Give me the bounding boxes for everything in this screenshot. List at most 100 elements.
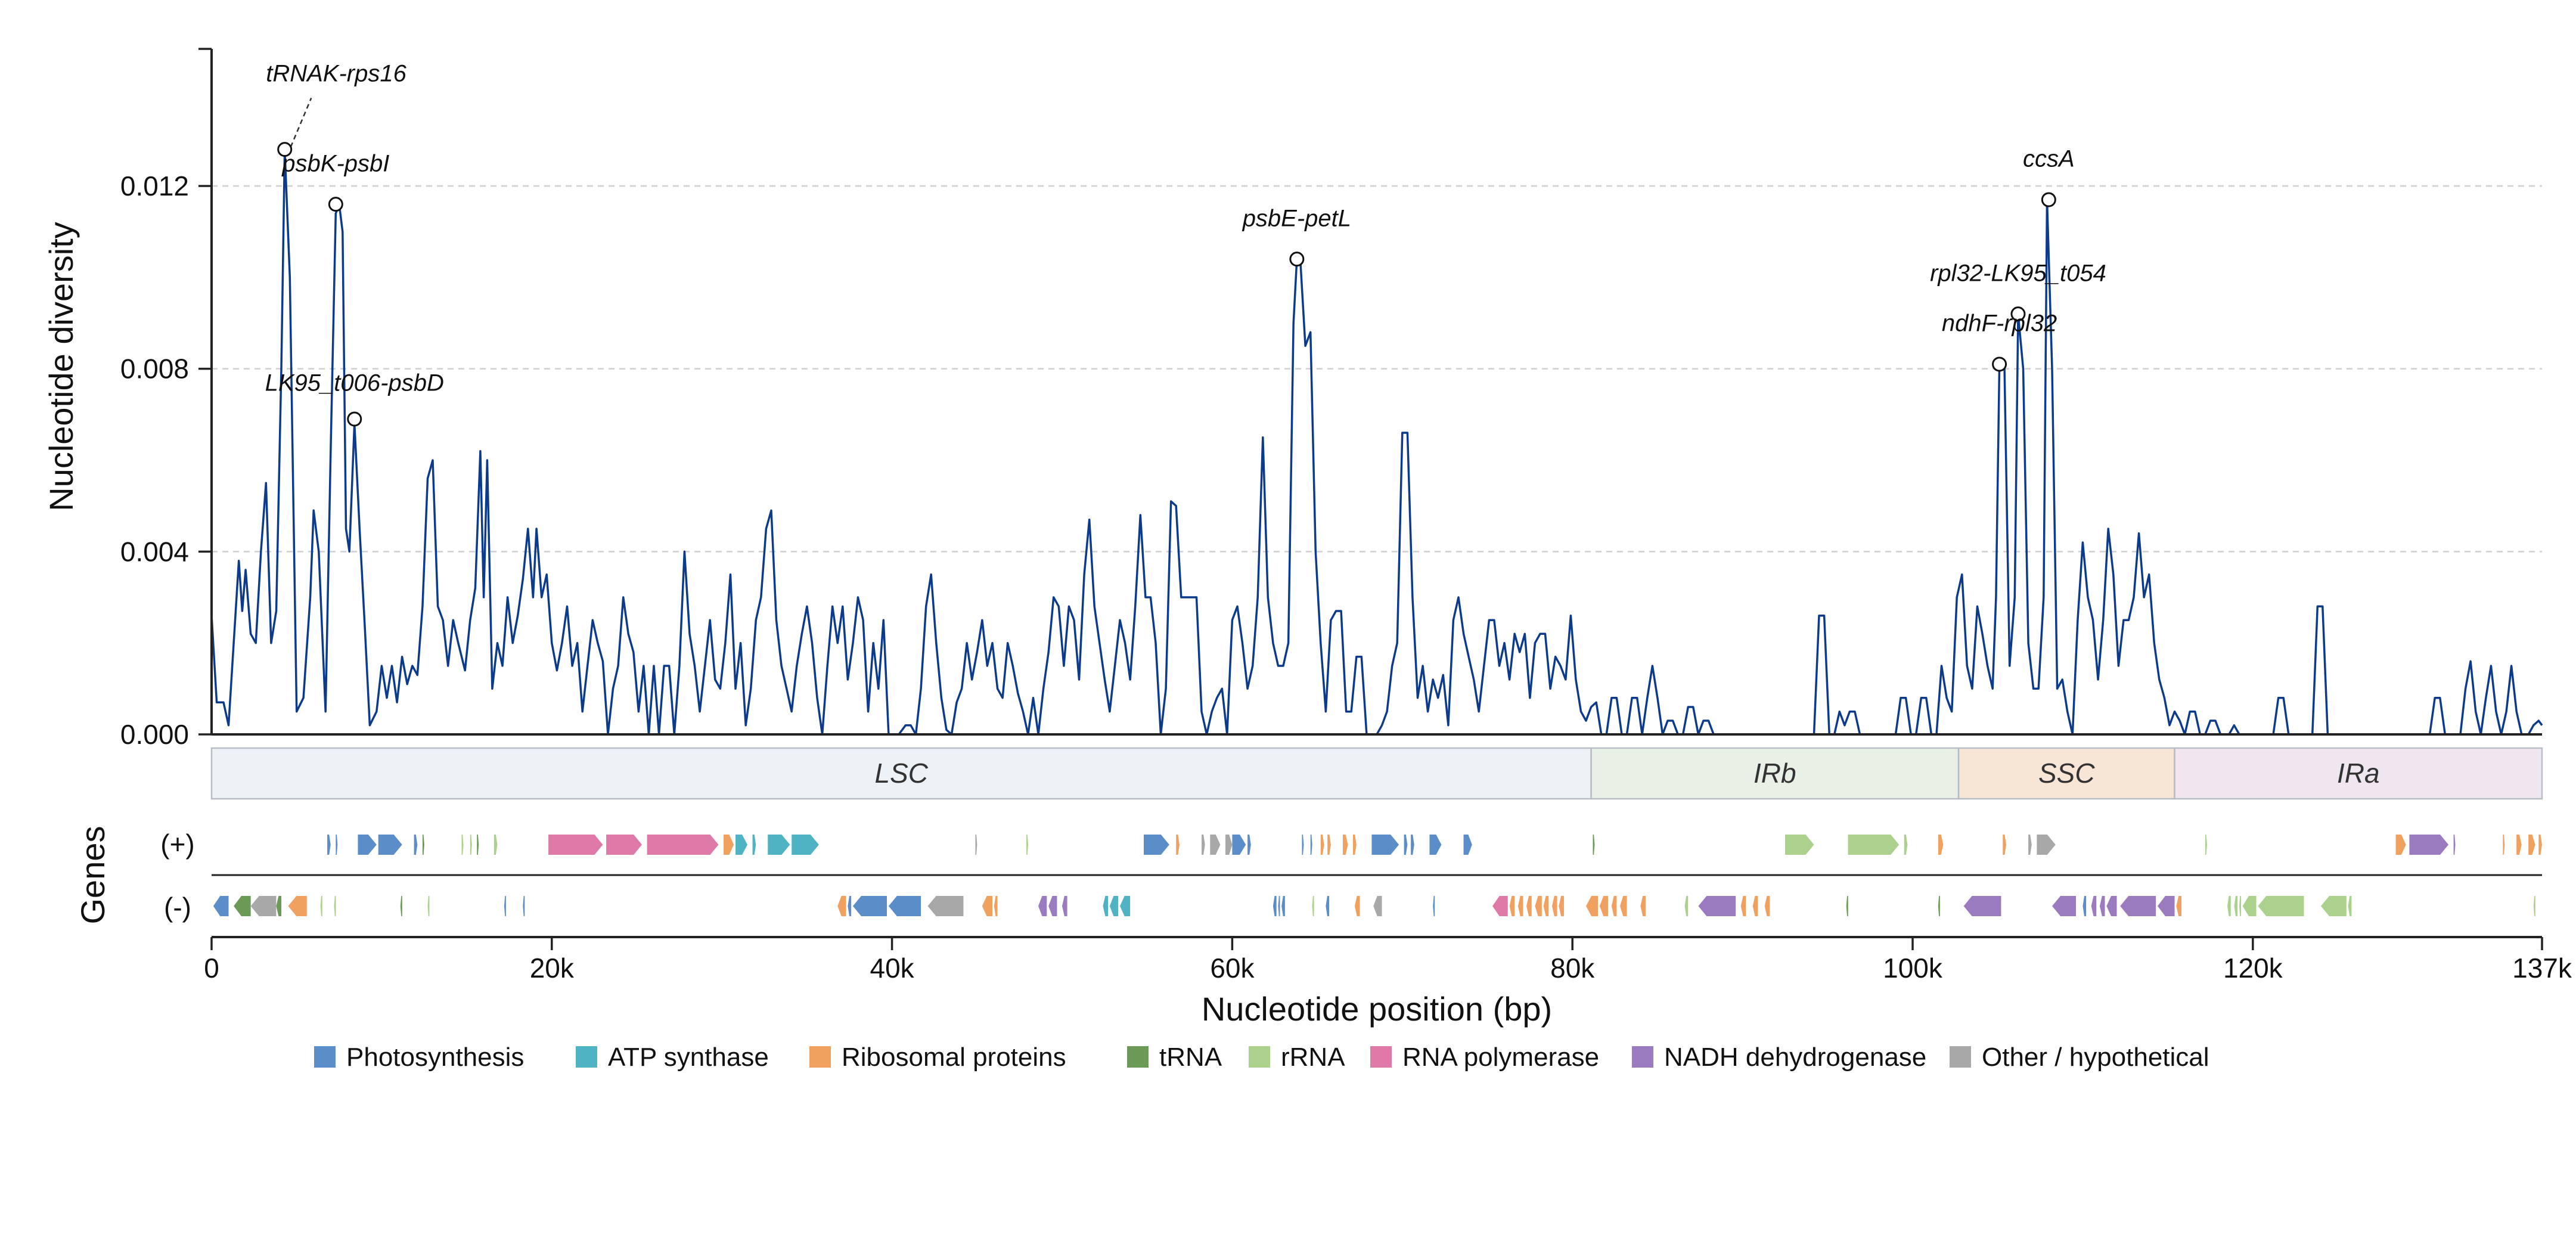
gene-block-rrna [2239,896,2241,916]
gene-block-rrna [461,835,464,855]
peak-label: ccsA [2023,146,2075,172]
gene-block-photo [1281,896,1285,916]
gene-block-ribo [1176,835,1180,855]
peak-label: tRNAK-rps16 [266,60,406,86]
gene-block-photo [852,896,887,916]
gene-block-ndh [1062,896,1067,916]
gene-block-photo [327,835,331,855]
region-label: SSC [2038,758,2095,789]
x-tick-label: 0 [204,953,219,984]
gene-block-other [2028,835,2032,855]
gene-block-photo [888,896,921,916]
genome-regions: LSC IRb SSC IRa [210,747,2543,800]
gene-block-ribo [1551,896,1557,916]
x-axis-label: Nucleotide position (bp) [1202,990,1552,1028]
gene-block-ndh [2157,896,2175,916]
gene-block-photo [504,896,506,916]
legend-swatch-ribo [809,1046,831,1068]
gene-block-ribo [1327,835,1331,855]
gene-block-rnapol [606,835,643,855]
diversity-line [210,148,2543,736]
gene-block-trna [1938,896,1940,916]
gene-block-ribo [2516,835,2522,855]
gene-block-rrna [1784,835,1814,855]
gene-block-ribo [1517,896,1523,916]
gene-block-ribo [2538,835,2542,855]
gene-block-atp [735,835,748,855]
gene-block-ribo [1543,896,1549,916]
peak-annotations: tRNAK-rps16 psbK-psbI LK95_t006-psbD psbE-p… [265,60,2106,427]
region-ira [2174,747,2543,800]
peak-marker [277,142,293,157]
gene-block-rrna [320,896,322,916]
gene-block-ndh [2099,896,2105,916]
gene-block-trna [276,896,282,916]
gene-block-rrna [1904,835,1908,855]
gene-block-trna [477,835,479,855]
legend-swatch-ndh [1632,1046,1653,1068]
gene-block-photo [1433,896,1435,916]
peak-marker [2010,306,2026,322]
y-tick-label: 0.000 [120,719,189,750]
gene-block-other [975,835,977,855]
x-tick-label: 80k [1550,953,1595,984]
gene-block-rrna [2348,896,2352,916]
legend-entry: Photosynthesis [346,1043,524,1072]
gene-block-ribo [837,896,846,916]
gridlines [212,185,2542,553]
gene-block-atp [1120,896,1131,916]
gene-block-ribo [1586,896,1599,916]
peak-marker [1992,356,2007,372]
legend-entry: tRNA [1159,1043,1222,1072]
gene-block-ribo [1599,896,1609,916]
gene-block-photo [378,835,402,855]
x-tick-label: 120k [2223,953,2283,984]
peak-marker [2041,192,2056,207]
gene-block-photo [1302,835,1304,855]
gene-block-ribo [2176,896,2181,916]
gene-block-photo [1404,835,1408,855]
peak-label: psbE-petL [1242,205,1351,231]
region-label: IRa [2337,758,2380,789]
gene-block-ribo [1354,896,1360,916]
gene-block-photo [1278,896,1280,916]
gene-block-rnapol [647,835,719,855]
gene-block-trna [1593,835,1595,855]
strand-plus-label: (+) [160,829,195,860]
gene-tracks: 0 20k 40k 60k 80k 100k 120k 137k [204,835,2572,984]
gene-block-photo [1310,835,1312,855]
gene-block-ribo [2003,835,2006,855]
legend-swatch-trna [1127,1046,1149,1068]
legend-entry: rRNA [1281,1043,1345,1072]
gene-block-trna [422,835,424,855]
gene-block-photo [1371,835,1399,855]
gene-block-rrna [2533,896,2535,916]
gene-block-other [927,896,964,916]
gene-block-photo [523,896,525,916]
region-label: LSC [875,758,929,789]
gene-block-photo [414,835,418,855]
y-tick-label: 0.008 [120,353,189,384]
gene-block-photo [2082,896,2087,916]
gene-block-ribo [1559,896,1564,916]
diversity-series [210,148,2543,736]
gene-block-ndh [2409,835,2449,855]
peak-label: ndhF-rpl32 [1942,311,2057,337]
gene-block-photo [1429,835,1442,855]
gene-block-rrna [1026,835,1029,855]
gene-block-trna [1846,896,1848,916]
legend-swatch-rrna [1249,1046,1270,1068]
gene-block-ribo [1640,896,1646,916]
gene-block-rrna [1848,835,1900,855]
gene-block-ndh [2091,896,2097,916]
gene-block-atp [768,835,790,855]
y-tick-label: 0.004 [120,536,189,567]
legend-swatch-atp [576,1046,597,1068]
gene-block-rrna [470,835,472,855]
gene-block-ndh [2106,896,2117,916]
peak-marker [328,197,343,212]
x-tick-label: 40k [870,953,915,984]
gene-block-photo [1144,835,1169,855]
gene-block-atp [752,835,756,855]
